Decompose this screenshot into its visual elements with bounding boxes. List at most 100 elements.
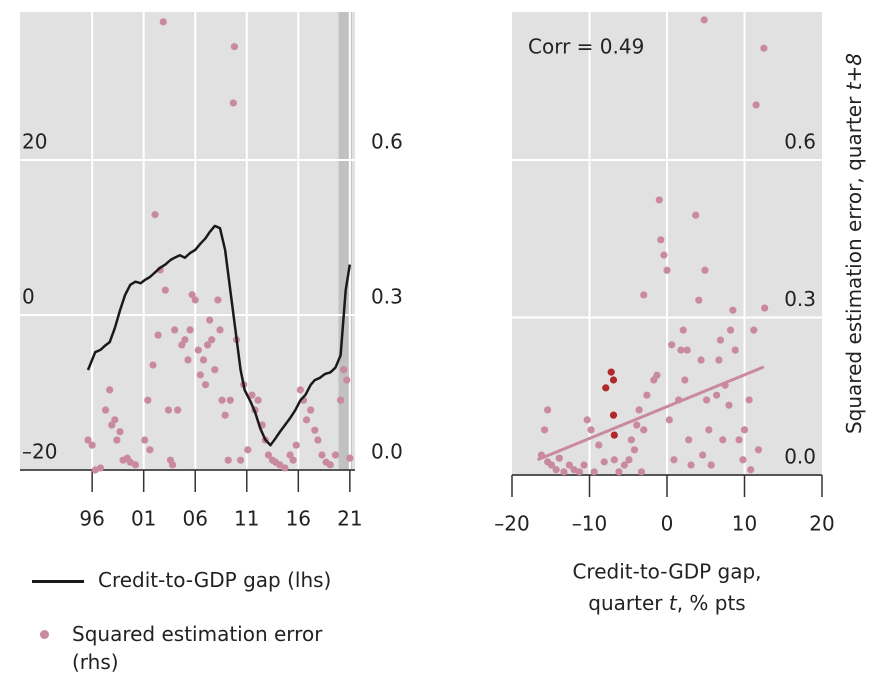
scatter-point bbox=[292, 441, 300, 449]
scatter-point bbox=[196, 371, 204, 379]
scatter-point bbox=[343, 376, 351, 384]
annotation: Corr = 0.49 bbox=[528, 35, 644, 59]
scatter-point bbox=[208, 336, 216, 344]
scatter-point bbox=[168, 461, 177, 469]
scatter-point bbox=[590, 468, 598, 476]
scatter-point bbox=[754, 446, 763, 454]
scatter-point bbox=[575, 468, 584, 476]
scatter-point bbox=[191, 296, 199, 304]
scatter-point bbox=[149, 361, 157, 369]
y-tick-label: 0.0 bbox=[784, 445, 816, 469]
scatter-point bbox=[615, 468, 623, 476]
scatter-point bbox=[670, 456, 678, 464]
scatter-point bbox=[204, 341, 212, 349]
scatter-point bbox=[729, 306, 737, 314]
x-tick-label: 10 bbox=[732, 512, 757, 536]
scatter-point bbox=[336, 396, 345, 404]
scatter-point bbox=[311, 426, 319, 434]
scatter-point bbox=[640, 426, 648, 434]
scatter-point bbox=[116, 428, 124, 436]
scatter-point bbox=[318, 451, 326, 459]
scatter-point bbox=[326, 461, 334, 469]
y-tick-label: 20 bbox=[22, 130, 47, 154]
scatter-point bbox=[201, 381, 210, 389]
scatter-point bbox=[184, 356, 192, 364]
scatter-point bbox=[609, 376, 618, 384]
scatter-point bbox=[264, 451, 273, 459]
scatter-point bbox=[159, 18, 167, 26]
scatter-point bbox=[695, 296, 703, 304]
scatter-point bbox=[254, 396, 262, 404]
scatter-point bbox=[699, 451, 707, 459]
scatter-point bbox=[677, 346, 685, 354]
scatter-point bbox=[707, 461, 715, 469]
y2-tick-label: 0.6 bbox=[371, 129, 403, 153]
legend-swatch bbox=[32, 580, 84, 583]
scatter-point bbox=[151, 211, 159, 219]
scatter-point bbox=[697, 356, 705, 364]
scatter-point bbox=[660, 251, 668, 259]
scatter-point bbox=[113, 436, 121, 444]
scatter-point bbox=[713, 391, 721, 399]
scatter-point bbox=[296, 386, 304, 394]
x-tick-label: –20 bbox=[494, 512, 529, 536]
scatter-point bbox=[610, 431, 618, 439]
scatter-point bbox=[248, 391, 256, 399]
scatter-point bbox=[610, 456, 618, 464]
y-axis-label-part: t+8 bbox=[842, 53, 866, 90]
scatter-point bbox=[675, 396, 683, 404]
scatter-point bbox=[735, 436, 743, 444]
scatter-point bbox=[726, 326, 735, 334]
legend-label: Credit-to-GDP gap (lhs) bbox=[98, 568, 332, 592]
scatter-point bbox=[547, 461, 556, 469]
x-tick-label: 11 bbox=[234, 507, 259, 531]
y-tick-label: 0.6 bbox=[784, 130, 816, 154]
x-tick-label: 96 bbox=[79, 507, 104, 531]
scatter-point bbox=[630, 446, 639, 454]
scatter-point bbox=[633, 421, 641, 429]
scatter-point bbox=[88, 441, 96, 449]
scatter-point bbox=[760, 44, 768, 52]
scatter-point bbox=[84, 436, 92, 444]
scatter-point bbox=[221, 411, 229, 419]
scatter-point bbox=[721, 381, 729, 389]
scatter-point bbox=[281, 464, 289, 472]
scatter-point bbox=[199, 356, 208, 364]
scatter-point bbox=[101, 406, 110, 414]
scatter-point bbox=[655, 196, 663, 204]
scatter-point bbox=[108, 421, 116, 429]
scatter-point bbox=[146, 446, 154, 454]
scatter-point bbox=[635, 406, 643, 414]
scatter-point bbox=[665, 416, 673, 424]
scatter-point bbox=[609, 411, 618, 419]
y-axis-label: Squared estimation error, quarter t+8 bbox=[842, 53, 866, 434]
scatter-point bbox=[340, 366, 348, 374]
y-tick-label: 0.3 bbox=[784, 287, 816, 311]
scatter-point bbox=[314, 436, 322, 444]
scatter-point bbox=[206, 316, 214, 324]
scatter-point bbox=[144, 396, 152, 404]
scatter-point bbox=[161, 286, 169, 294]
scatter-point bbox=[731, 346, 739, 354]
scatter-point bbox=[663, 266, 671, 274]
scatter-point bbox=[600, 458, 608, 466]
scatter-point bbox=[583, 416, 591, 424]
scatter-point bbox=[537, 451, 546, 459]
scatter-point bbox=[701, 266, 709, 274]
legend-item: Credit-to-GDP gap (lhs) bbox=[32, 566, 331, 594]
y2-tick-label: 0.3 bbox=[371, 284, 403, 308]
scatter-point bbox=[587, 426, 595, 434]
scatter-point bbox=[307, 406, 315, 414]
scatter-point bbox=[229, 99, 237, 107]
scatter-point bbox=[186, 326, 194, 334]
scatter-point bbox=[643, 391, 651, 399]
scatter-point bbox=[154, 331, 162, 339]
scatter-point bbox=[761, 304, 769, 312]
scatter-point bbox=[302, 416, 311, 424]
legend-swatch bbox=[40, 630, 49, 639]
scatter-point bbox=[692, 211, 700, 219]
scatter-point bbox=[570, 466, 578, 474]
scatter-point bbox=[106, 386, 114, 394]
scatter-point bbox=[620, 461, 628, 469]
